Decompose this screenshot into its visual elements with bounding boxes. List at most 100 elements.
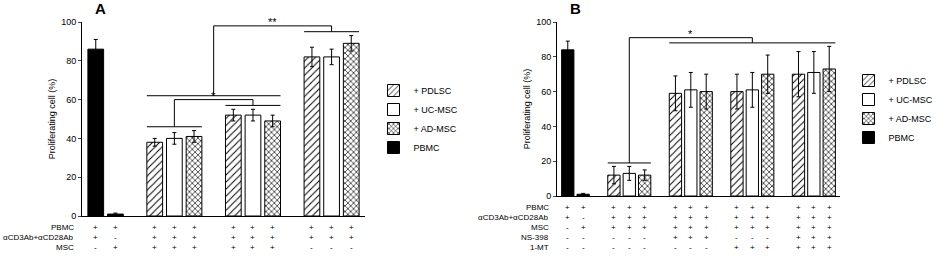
svg-text:+: + bbox=[704, 213, 709, 222]
svg-text:100: 100 bbox=[536, 17, 551, 27]
svg-text:-: - bbox=[330, 243, 333, 252]
svg-text:-: - bbox=[582, 243, 585, 252]
svg-text:-: - bbox=[566, 223, 569, 232]
svg-text:20: 20 bbox=[66, 172, 76, 182]
svg-text:+: + bbox=[827, 243, 832, 252]
svg-text:+: + bbox=[611, 223, 616, 232]
svg-text:+: + bbox=[811, 223, 816, 232]
svg-text:+: + bbox=[796, 243, 801, 252]
svg-text:+: + bbox=[270, 223, 275, 232]
svg-text:+: + bbox=[796, 223, 801, 232]
svg-text:+: + bbox=[231, 243, 236, 252]
svg-text:+: + bbox=[704, 223, 709, 232]
svg-text:+: + bbox=[673, 213, 678, 222]
svg-text:+: + bbox=[581, 203, 586, 212]
svg-text:+: + bbox=[673, 233, 678, 242]
svg-text:-: - bbox=[735, 233, 738, 242]
svg-text:+: + bbox=[673, 223, 678, 232]
svg-text:+: + bbox=[704, 233, 709, 242]
svg-text:-: - bbox=[705, 243, 708, 252]
svg-text:-: - bbox=[350, 243, 353, 252]
svg-text:+: + bbox=[172, 223, 177, 232]
svg-text:A: A bbox=[95, 0, 106, 17]
svg-text:+: + bbox=[688, 213, 693, 222]
svg-text:+: + bbox=[627, 203, 632, 212]
svg-text:+: + bbox=[565, 213, 570, 222]
svg-text:+: + bbox=[827, 223, 832, 232]
svg-text:MSC: MSC bbox=[531, 223, 549, 232]
svg-text:-: - bbox=[612, 233, 615, 242]
svg-text:-: - bbox=[674, 243, 677, 252]
svg-text:-: - bbox=[751, 233, 754, 242]
svg-text:1-MT: 1-MT bbox=[530, 243, 549, 252]
svg-text:+: + bbox=[231, 223, 236, 232]
svg-text:+: + bbox=[811, 243, 816, 252]
svg-text:PBMC: PBMC bbox=[413, 143, 440, 153]
svg-text:-: - bbox=[582, 233, 585, 242]
svg-text:+: + bbox=[192, 243, 197, 252]
svg-text:+: + bbox=[113, 223, 118, 232]
svg-text:+: + bbox=[796, 233, 801, 242]
svg-text:+: + bbox=[172, 243, 177, 252]
svg-text:+: + bbox=[827, 233, 832, 242]
svg-text:+: + bbox=[827, 213, 832, 222]
svg-text:+: + bbox=[270, 243, 275, 252]
svg-text:-: - bbox=[689, 243, 692, 252]
svg-text:40: 40 bbox=[66, 134, 76, 144]
svg-text:-: - bbox=[566, 243, 569, 252]
svg-text:+: + bbox=[688, 233, 693, 242]
svg-text:+: + bbox=[565, 203, 570, 212]
svg-text:0: 0 bbox=[71, 211, 76, 221]
svg-text:+ PDLSC: + PDLSC bbox=[413, 86, 451, 96]
svg-text:+: + bbox=[688, 203, 693, 212]
svg-text:+: + bbox=[152, 233, 157, 242]
svg-text:+ AD-MSC: + AD-MSC bbox=[888, 114, 931, 124]
svg-text:+: + bbox=[734, 203, 739, 212]
svg-text:+: + bbox=[250, 233, 255, 242]
svg-text:+: + bbox=[250, 243, 255, 252]
svg-text:80: 80 bbox=[541, 52, 551, 62]
svg-text:+: + bbox=[172, 233, 177, 242]
svg-text:**: ** bbox=[268, 16, 277, 28]
svg-text:+: + bbox=[627, 213, 632, 222]
svg-text:+: + bbox=[642, 203, 647, 212]
svg-text:+: + bbox=[270, 233, 275, 242]
svg-text:+: + bbox=[688, 223, 693, 232]
svg-text:+: + bbox=[611, 213, 616, 222]
svg-text:MSC: MSC bbox=[56, 243, 74, 252]
svg-text:PBMC: PBMC bbox=[51, 223, 74, 232]
svg-text:+: + bbox=[152, 243, 157, 252]
svg-text:PBMC: PBMC bbox=[888, 133, 915, 143]
svg-text:+: + bbox=[93, 233, 98, 242]
svg-text:+: + bbox=[827, 203, 832, 212]
svg-text:0: 0 bbox=[546, 191, 551, 201]
svg-text:+: + bbox=[673, 203, 678, 212]
svg-text:+: + bbox=[811, 213, 816, 222]
svg-text:+: + bbox=[581, 223, 586, 232]
svg-text:Proliferating cell (%): Proliferating cell (%) bbox=[522, 69, 532, 150]
svg-text:+ UC-MSC: + UC-MSC bbox=[413, 105, 457, 115]
svg-text:Proliferating cell (%): Proliferating cell (%) bbox=[47, 79, 57, 160]
svg-text:+: + bbox=[192, 233, 197, 242]
svg-text:*: * bbox=[688, 28, 693, 40]
svg-text:+: + bbox=[765, 213, 770, 222]
svg-text:+: + bbox=[765, 223, 770, 232]
svg-text:20: 20 bbox=[541, 156, 551, 166]
svg-text:60: 60 bbox=[66, 95, 76, 105]
svg-text:+: + bbox=[250, 223, 255, 232]
svg-text:+: + bbox=[113, 243, 118, 252]
svg-text:+: + bbox=[796, 213, 801, 222]
svg-text:+: + bbox=[349, 223, 354, 232]
svg-text:+: + bbox=[750, 203, 755, 212]
svg-text:-: - bbox=[612, 243, 615, 252]
svg-text:+: + bbox=[734, 243, 739, 252]
svg-text:αCD3Ab+αCD28Ab: αCD3Ab+αCD28Ab bbox=[478, 213, 549, 222]
svg-text:αCD3Ab+αCD28Ab: αCD3Ab+αCD28Ab bbox=[3, 233, 74, 242]
svg-text:100: 100 bbox=[61, 17, 76, 27]
svg-text:-: - bbox=[310, 243, 313, 252]
svg-text:+: + bbox=[811, 203, 816, 212]
svg-text:+: + bbox=[750, 213, 755, 222]
svg-text:-: - bbox=[94, 243, 97, 252]
svg-text:+ PDLSC: + PDLSC bbox=[888, 76, 926, 86]
svg-text:-: - bbox=[628, 233, 631, 242]
